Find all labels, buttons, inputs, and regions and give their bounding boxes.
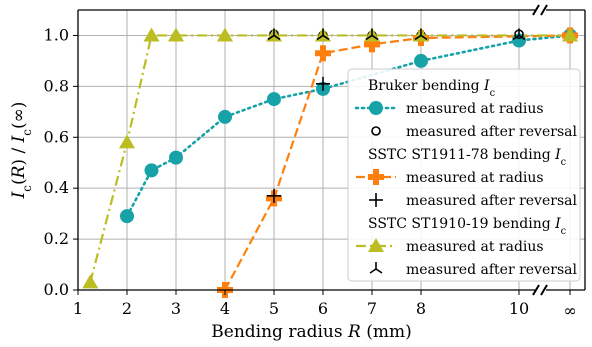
legend-entry-1-1: measured after reversal [406, 193, 577, 209]
axes: 1 2 3 4 5 6 7 8 10 ∞ 0.0 0.2 0.4 0.6 0.8 1.0 Bending rad… [9, 4, 586, 342]
legend-entry-1-0: measured at radius [406, 170, 544, 186]
legend-group-title-2: SSTC ST1910-19 bending Ic [368, 216, 567, 237]
axis-break-mark-0a [532, 284, 540, 296]
point-2-0-1 [119, 134, 135, 149]
y-axis-label: Ic(R) / Ic(∞) [9, 102, 34, 200]
x-tick-label: 3 [171, 299, 181, 318]
x-axis-label: Bending radius R (mm) [211, 322, 411, 342]
x-tick-label: 7 [367, 299, 377, 318]
legend-marker-1-0 [368, 169, 384, 185]
legend-marker-2-0 [368, 238, 384, 252]
point-2-0-2 [143, 27, 160, 42]
point-2-1-2-c [371, 34, 379, 41]
y-tick-label: 0.0 [44, 280, 69, 299]
point-2-1-4-c [518, 34, 526, 41]
x-tick-label: 5 [269, 299, 279, 318]
point-2-0-3 [168, 27, 184, 42]
point-2-0-4 [217, 27, 233, 42]
legend-marker-2-1 [369, 262, 383, 274]
legend-entry-2-0: measured at radius [406, 239, 544, 255]
point-2-1-1-b [316, 34, 324, 41]
legend-marker-1-1 [369, 193, 383, 207]
point-2-1-0-b [267, 34, 275, 41]
point-2-1-3-b [414, 34, 422, 41]
y-tick-label: 0.6 [44, 127, 69, 146]
point-2-0-0 [82, 274, 99, 289]
x-tick-label: 1 [73, 299, 83, 318]
plot-markers [82, 27, 578, 298]
point-0-0-2 [169, 150, 183, 165]
point-2-1-3 [414, 28, 428, 41]
axis-break-gap-1 [536, 4, 546, 16]
point-1-0-2-v [320, 45, 326, 62]
x-tick-label: 2 [122, 299, 132, 318]
legend-marker-1-0-v [373, 169, 379, 185]
point-2-1-3-c [420, 34, 428, 41]
point-0-0-6 [414, 53, 428, 68]
legend-marker-2-1-c [375, 268, 383, 274]
point-1-1-1 [316, 76, 330, 91]
axis-break-gap-0 [536, 284, 546, 296]
point-1-1-0 [267, 188, 281, 203]
legend-marker-2-1-b [369, 268, 377, 274]
y-tick-label: 0.8 [44, 76, 69, 95]
legend-box [347, 68, 581, 282]
legend-marker-0-1 [371, 126, 381, 136]
y-tick-label: 1.0 [44, 25, 69, 44]
legend-entry-0-1: measured after reversal [406, 124, 577, 140]
point-0-0-1 [144, 163, 159, 178]
point-1-0-3-v [369, 36, 375, 53]
point-0-0-3 [218, 109, 232, 124]
point-0-0-4 [267, 92, 281, 107]
plot-series [89, 34, 572, 291]
axis-break-mark-1a [532, 4, 540, 16]
legend-marker-0-0 [369, 101, 383, 115]
x-tick-label: 10 [509, 299, 529, 318]
legend: Bruker bending Ic measured at radius measu… [347, 68, 581, 282]
legend-group-title-1: SSTC ST1911-78 bending Ic [368, 147, 567, 168]
x-tick-label: ∞ [563, 301, 576, 320]
series-line-1-0 [224, 34, 571, 291]
legend-group-title-0: Bruker bending Ic [368, 78, 496, 99]
point-2-0-9 [562, 27, 578, 42]
point-2-1-2 [365, 28, 379, 41]
x-tick-label: 6 [318, 299, 328, 318]
y-tick-label: 0.2 [44, 229, 69, 248]
point-0-0-0 [120, 209, 134, 224]
point-2-1-0-c [273, 34, 281, 41]
point-1-0-2 [315, 45, 331, 62]
legend-entry-0-0: measured at radius [406, 101, 544, 117]
legend-entry-2-1: measured after reversal [406, 262, 577, 278]
point-2-1-1-c [322, 34, 330, 41]
point-2-1-4 [512, 28, 526, 41]
point-1-0-3 [364, 36, 380, 53]
y-tick-label: 0.4 [44, 178, 69, 197]
axis-break-mark-0b [540, 284, 548, 296]
point-2-1-0 [267, 28, 281, 41]
point-2-1-4-b [512, 34, 520, 41]
x-tick-label: 4 [220, 299, 230, 318]
point-2-1-2-b [365, 34, 373, 41]
point-2-1-1 [316, 28, 330, 41]
series-line-0-0 [125, 34, 572, 218]
x-tick-label: 8 [416, 299, 426, 318]
axis-break-mark-1b [540, 4, 548, 16]
